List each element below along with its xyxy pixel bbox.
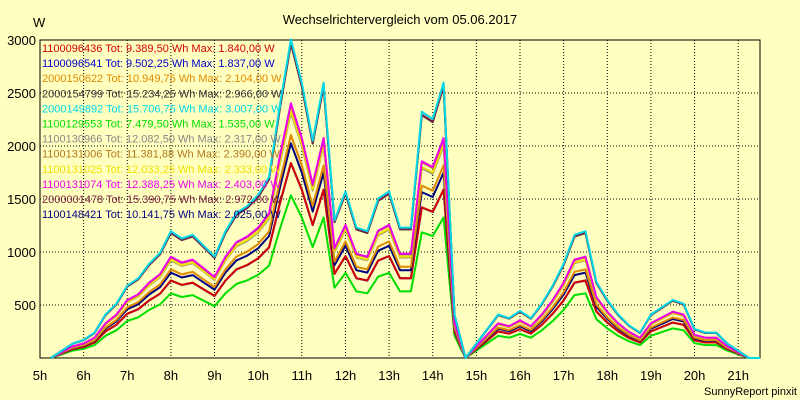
x-tick-label: 9h bbox=[207, 368, 221, 383]
x-tick-label: 13h bbox=[378, 368, 400, 383]
legend-entry-1100131006: 1100131006 Tot: 11.381,88 Wh Max: 2.390,… bbox=[42, 149, 281, 161]
series-line-1100129553 bbox=[50, 194, 760, 359]
x-tick-label: 11h bbox=[291, 368, 312, 383]
y-tick-label: 3000 bbox=[7, 33, 36, 48]
series-line-2000150622 bbox=[50, 134, 760, 359]
legend-entry-1100131025: 1100131025 Tot: 12.033,25 Wh Max: 2.333,… bbox=[42, 164, 281, 176]
legend-entry-2000149892: 2000149892 Tot: 15.706,75 Wh Max: 3.007,… bbox=[42, 103, 282, 115]
series-line-1100096436 bbox=[50, 162, 760, 359]
y-axis-unit-label: W bbox=[33, 15, 46, 30]
x-tick-label: 10h bbox=[247, 368, 269, 383]
series-line-1100131074 bbox=[50, 102, 760, 359]
x-tick-label: 12h bbox=[335, 368, 357, 383]
legend-entry-1100130966: 1100130966 Tot: 12.082,50 Wh Max: 2.317,… bbox=[42, 134, 281, 146]
series-line-2000149892 bbox=[50, 38, 760, 359]
y-tick-label: 1000 bbox=[7, 245, 36, 260]
legend-entry-1100148421: 1100148421 Tot: 10.141,75 Wh Max: 2.025,… bbox=[42, 209, 281, 221]
y-tick-label: 2500 bbox=[7, 86, 36, 101]
x-tick-label: 8h bbox=[164, 368, 178, 383]
x-tick-label: 5h bbox=[33, 368, 47, 383]
x-tick-label: 18h bbox=[596, 368, 618, 383]
legend-entry-1100129553: 1100129553 Tot: 7.479,50 Wh Max: 1.535,0… bbox=[42, 119, 275, 131]
legend-entry-1100131074: 1100131074 Tot: 12.388,25 Wh Max: 2.403,… bbox=[42, 179, 281, 191]
y-axis: 500 1000 1500 2000 2500 3000 bbox=[7, 33, 36, 313]
x-tick-label: 20h bbox=[684, 368, 706, 383]
y-tick-label: 500 bbox=[14, 298, 36, 313]
series-lines bbox=[50, 38, 760, 359]
x-tick-label: 7h bbox=[120, 368, 134, 383]
footer-credit: SunnyReport pinxit bbox=[704, 386, 797, 398]
legend-entry-2000001478: 2000001478 Tot: 15.390,75 Wh Max: 2.972,… bbox=[42, 194, 282, 206]
legend-entry-2000150622: 2000150622 Tot: 10.949,75 Wh Max: 2.104,… bbox=[42, 73, 282, 85]
y-tick-label: 1500 bbox=[7, 192, 36, 207]
x-axis: 5h 6h 7h 8h 9h 10h 11h 12h 13h 14h 15h 16h 17h 18h 19h… bbox=[33, 368, 749, 383]
x-tick-label: 6h bbox=[76, 368, 90, 383]
x-tick-label: 14h bbox=[422, 368, 444, 383]
legend: 1100096436 Tot: 9.389,50 Wh Max: 1.840,0… bbox=[42, 43, 282, 221]
x-tick-label: 15h bbox=[466, 368, 488, 383]
chart-title: Wechselrichtervergleich vom 05.06.2017 bbox=[283, 12, 518, 27]
x-tick-label: 17h bbox=[553, 368, 575, 383]
legend-entry-1100096541: 1100096541 Tot: 9.502,25 Wh Max: 1.837,0… bbox=[42, 58, 275, 70]
legend-entry-2000154799: 2000154799 Tot: 15.234,25 Wh Max: 2.966,… bbox=[42, 88, 282, 100]
y-tick-label: 2000 bbox=[7, 139, 36, 154]
x-tick-label: 19h bbox=[640, 368, 662, 383]
x-tick-label: 21h bbox=[727, 368, 749, 383]
legend-entry-1100096436: 1100096436 Tot: 9.389,50 Wh Max: 1.840,0… bbox=[42, 43, 275, 55]
x-tick-label: 16h bbox=[509, 368, 531, 383]
grid bbox=[39, 39, 760, 358]
